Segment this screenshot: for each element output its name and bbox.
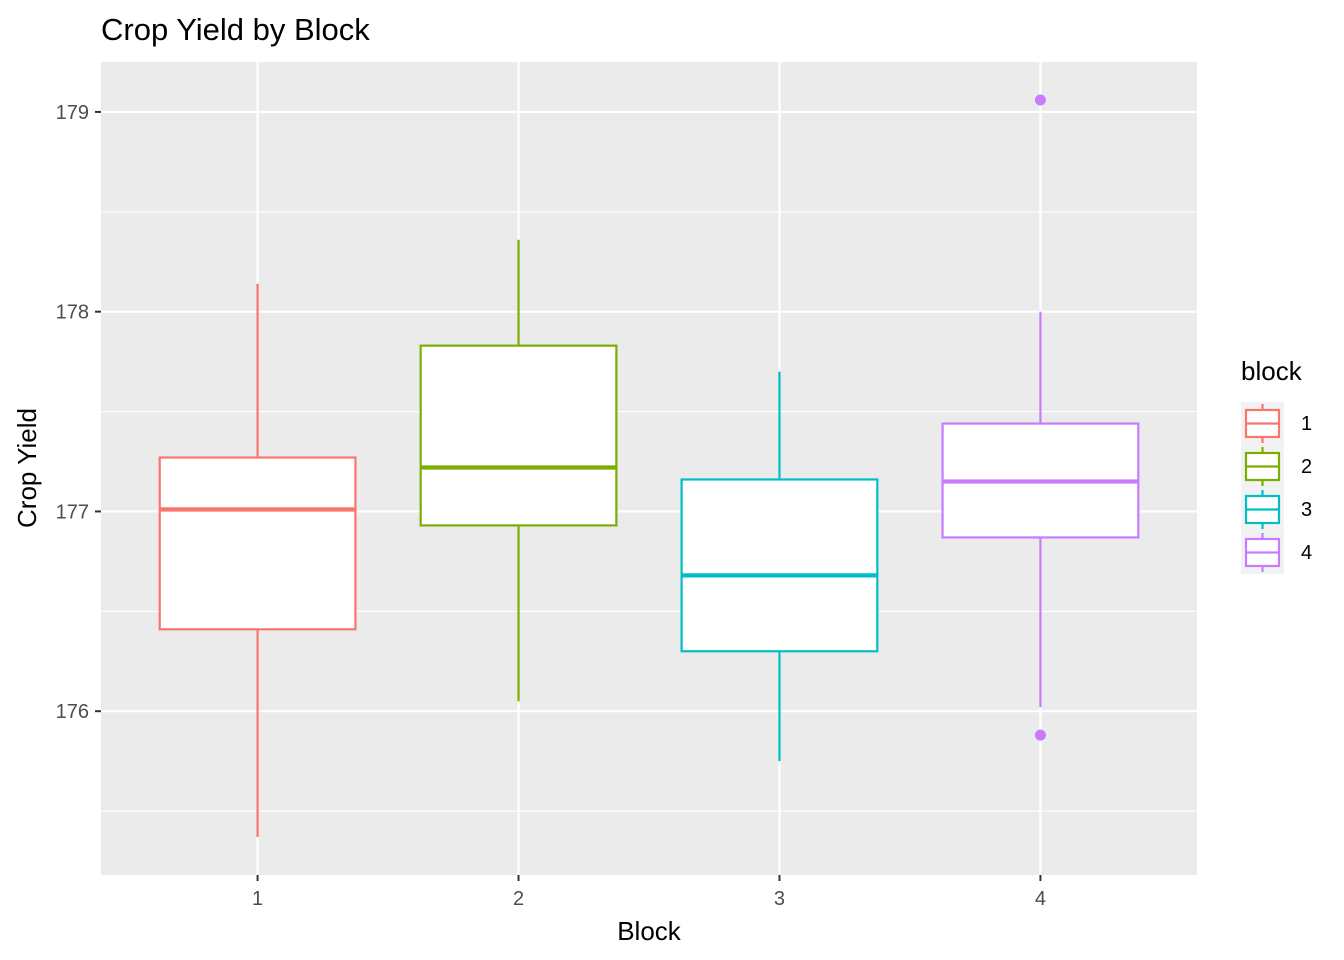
- x-axis: 1 2 3 4: [252, 875, 1046, 910]
- legend-label: 3: [1301, 499, 1312, 521]
- y-axis: 176 177 178 179: [56, 102, 101, 723]
- legend-title: block: [1241, 356, 1303, 386]
- x-tick-label: 1: [252, 888, 263, 910]
- x-axis-title: Block: [617, 916, 682, 946]
- x-tick-label: 2: [513, 888, 524, 910]
- x-tick-label: 3: [774, 888, 785, 910]
- legend-item-4: 4: [1241, 531, 1312, 574]
- iqr-box: [419, 344, 618, 527]
- y-tick-label: 176: [56, 701, 89, 723]
- legend-label: 4: [1301, 542, 1312, 564]
- legend-keys: 1 2 3 4: [1241, 402, 1312, 574]
- box-block-2: [419, 239, 618, 702]
- outlier-point: [1034, 94, 1046, 106]
- boxes: [158, 94, 1140, 838]
- box-block-3: [680, 371, 879, 762]
- box-block-1: [158, 283, 357, 838]
- chart-title: Crop Yield by Block: [101, 12, 370, 47]
- legend: block 1 2 3 4: [1241, 356, 1312, 574]
- y-tick-label: 178: [56, 302, 89, 324]
- iqr-box: [680, 478, 879, 653]
- legend-item-3: 3: [1241, 488, 1312, 531]
- legend-item-1: 1: [1241, 402, 1312, 445]
- iqr-box: [158, 456, 357, 631]
- legend-label: 2: [1301, 456, 1312, 478]
- y-axis-title: Crop Yield: [12, 408, 42, 528]
- legend-label: 1: [1301, 413, 1312, 435]
- y-tick-label: 179: [56, 102, 89, 124]
- x-tick-label: 4: [1035, 888, 1046, 910]
- box-block-4: [941, 94, 1140, 741]
- legend-item-2: 2: [1241, 445, 1312, 488]
- y-tick-label: 177: [56, 501, 89, 523]
- outlier-point: [1034, 729, 1046, 741]
